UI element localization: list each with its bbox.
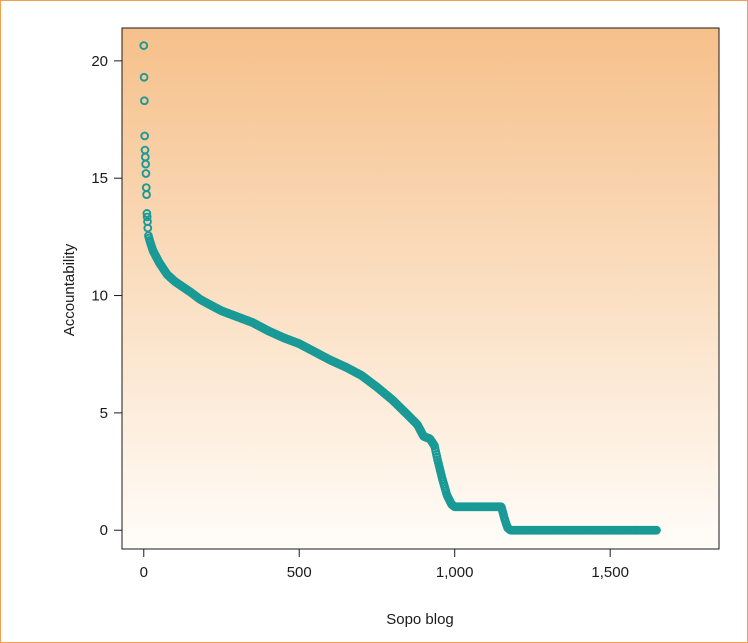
- y-tick-label: 10: [91, 288, 108, 305]
- data-point: [139, 72, 149, 82]
- y-tick-label: 15: [91, 170, 108, 187]
- data-point: [140, 96, 149, 106]
- data-point: [142, 212, 152, 222]
- data-point: [141, 159, 150, 169]
- x-tick-label: 1,000: [436, 564, 474, 581]
- data-point: [140, 131, 150, 141]
- data-point: [142, 209, 152, 218]
- x-tick-label: 0: [140, 564, 148, 581]
- y-tick-label: 5: [100, 405, 108, 422]
- plot-area: [121, 27, 720, 550]
- x-tick-label: 500: [287, 564, 312, 581]
- x-tick-label: 1,500: [591, 564, 629, 581]
- data-point: [652, 525, 661, 535]
- y-tick-label: 20: [91, 53, 108, 70]
- y-axis-title: Accountability: [61, 243, 78, 336]
- data-point: [139, 41, 149, 50]
- data-point: [142, 190, 151, 199]
- y-tick-label: 0: [100, 522, 108, 539]
- data-point: [141, 169, 151, 178]
- x-axis-title: Sopo blog: [386, 611, 454, 628]
